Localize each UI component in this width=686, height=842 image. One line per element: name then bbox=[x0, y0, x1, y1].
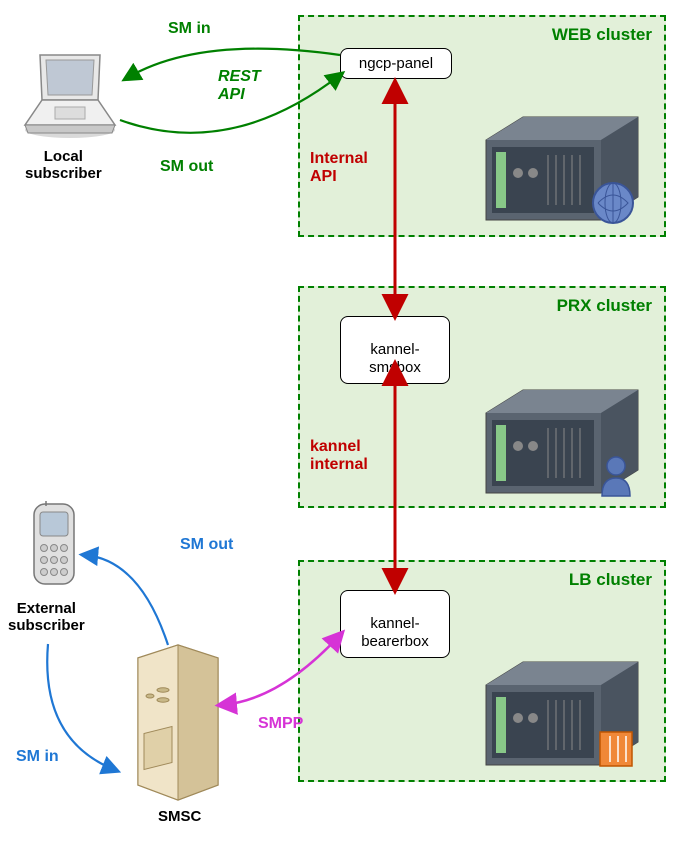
smpp-label: SMPP bbox=[258, 715, 303, 733]
smsc-label: SMSC bbox=[158, 808, 201, 825]
web-cluster-title: WEB cluster bbox=[552, 25, 652, 45]
sm-out-top-label: SM out bbox=[160, 158, 213, 176]
kannel-internal-label: kannel internal bbox=[310, 438, 368, 474]
sm-out-ext-label: SM out bbox=[180, 536, 233, 554]
kannel-bearerbox-label: kannel- bearerbox bbox=[361, 615, 429, 650]
sm-in-ext-label: SM in bbox=[16, 748, 59, 766]
kannel-smsbox-node: kannel- smsbox bbox=[340, 316, 450, 384]
laptop-icon bbox=[20, 45, 120, 140]
ngcp-panel-node: ngcp-panel bbox=[340, 48, 452, 79]
prx-cluster-title: PRX cluster bbox=[557, 296, 652, 316]
local-subscriber-label: Local subscriber bbox=[25, 148, 102, 182]
smsc-server-icon bbox=[118, 640, 238, 805]
server-prx-icon bbox=[478, 378, 653, 503]
internal-api-label: Internal API bbox=[310, 150, 368, 186]
server-lb-icon bbox=[478, 650, 653, 775]
rest-api-label: REST API bbox=[218, 68, 261, 104]
external-subscriber-label: External subscriber bbox=[8, 600, 85, 634]
kannel-smsbox-label: kannel- smsbox bbox=[369, 341, 421, 376]
lb-cluster-title: LB cluster bbox=[569, 570, 652, 590]
phone-icon bbox=[28, 500, 80, 592]
sm-in-top-label: SM in bbox=[168, 20, 211, 38]
kannel-bearerbox-node: kannel- bearerbox bbox=[340, 590, 450, 658]
server-web-icon bbox=[478, 105, 653, 230]
ngcp-panel-label: ngcp-panel bbox=[359, 55, 433, 72]
